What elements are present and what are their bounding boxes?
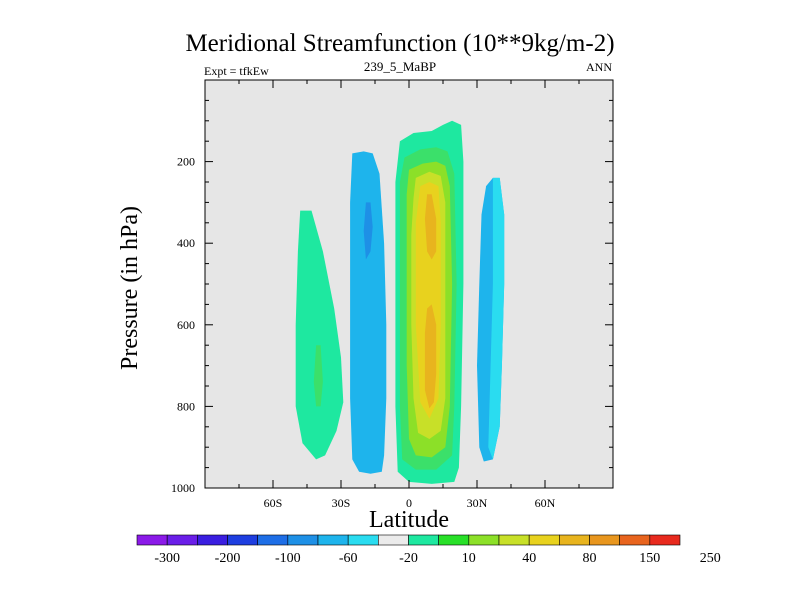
x-axis: 60S 30S 0 30N 60N: [238, 80, 580, 510]
x-tick-label: 60S: [264, 496, 283, 510]
colorbar-swatch: [438, 534, 470, 546]
colorbar-label: 150: [639, 551, 660, 566]
case-label: 239_5_MaBP: [363, 59, 437, 74]
colorbar-swatch: [528, 534, 560, 546]
contour-region-1: [313, 345, 323, 407]
x-tick-label: 30S: [332, 496, 351, 510]
colorbar-labels: -300 -200 -100 -60 -20 10 40 80 150 250: [154, 551, 720, 566]
x-tick-label: 0: [406, 496, 412, 510]
y-axis: 200 400 600 800 1000: [171, 99, 613, 495]
colorbar-swatch: [468, 534, 500, 546]
colorbar-swatch: [408, 534, 439, 546]
y-tick-label: 600: [177, 318, 195, 332]
contour-region-12: [424, 304, 437, 409]
contour-region-2: [350, 151, 387, 474]
x-tick-label: 30N: [467, 496, 488, 510]
colorbar-swatch: [136, 534, 168, 546]
colorbar: [136, 534, 681, 546]
y-tick-label: 200: [177, 155, 195, 169]
colorbar-label: -200: [215, 551, 241, 566]
colorbar-swatch: [317, 534, 349, 546]
colorbar-swatch: [227, 534, 258, 546]
contour-region-3: [363, 202, 373, 260]
colorbar-swatch: [498, 534, 530, 546]
colorbar-swatch: [287, 534, 319, 546]
y-tick-label: 1000: [171, 481, 195, 495]
colorbar-label: 250: [700, 551, 721, 566]
colorbar-label: 80: [583, 551, 597, 566]
colorbar-label: -300: [154, 551, 180, 566]
colorbar-label: -60: [339, 551, 358, 566]
colorbar-label: 10: [462, 551, 476, 566]
x-axis-title: Latitude: [369, 507, 449, 533]
colorbar-swatch: [589, 534, 620, 546]
chart-title: Meridional Streamfunction (10**9kg/m-2): [185, 30, 615, 57]
contour-region-0: [295, 210, 344, 460]
x-tick-label: 60N: [535, 496, 556, 510]
y-tick-label: 400: [177, 236, 195, 250]
colorbar-swatch: [197, 534, 228, 546]
contour-region-11: [424, 194, 437, 260]
colorbar-swatch: [378, 534, 409, 546]
contour-regions: [295, 120, 505, 484]
y-axis-title: Pressure (in hPa): [117, 206, 143, 370]
colorbar-label: -100: [275, 551, 301, 566]
colorbar-swatch: [166, 534, 198, 546]
contour-region-5: [488, 177, 505, 460]
colorbar-swatch: [649, 534, 681, 546]
colorbar-swatch: [619, 534, 651, 546]
experiment-label: Expt = tfkEw: [204, 64, 269, 78]
y-tick-label: 800: [177, 399, 195, 413]
colorbar-swatch: [559, 534, 590, 546]
colorbar-swatch: [257, 534, 289, 546]
colorbar-swatch: [347, 534, 379, 546]
colorbar-label: -20: [399, 551, 418, 566]
colorbar-label: 40: [522, 551, 536, 566]
season-label: ANN: [586, 60, 612, 74]
